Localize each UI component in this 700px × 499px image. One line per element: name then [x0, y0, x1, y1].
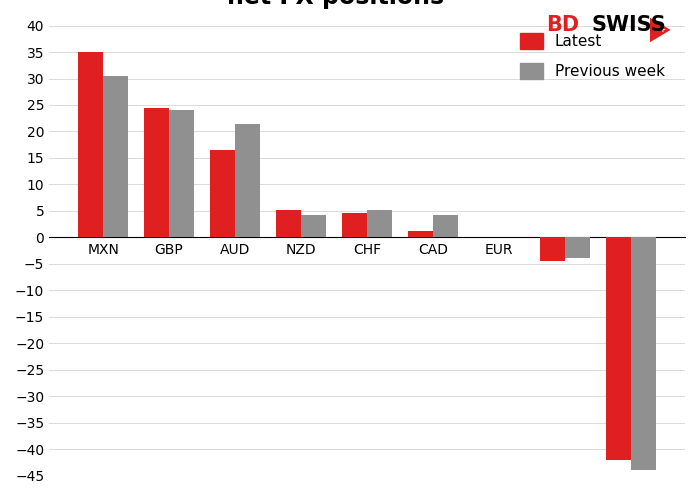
Bar	[210, 150, 235, 238]
Bar	[540, 238, 565, 261]
Bar	[169, 110, 194, 238]
Bar	[565, 238, 590, 258]
Bar	[103, 76, 128, 238]
Title: Leveraged funds
net FX positions: Leveraged funds net FX positions	[224, 0, 447, 9]
Bar	[301, 215, 326, 238]
Bar	[474, 237, 499, 238]
Bar	[235, 124, 260, 238]
Bar	[276, 210, 301, 238]
Bar	[408, 231, 433, 238]
Bar	[499, 237, 524, 238]
Bar	[78, 52, 103, 238]
Text: BD: BD	[546, 15, 579, 35]
Bar	[433, 215, 458, 238]
Text: +: +	[659, 27, 665, 33]
Bar	[606, 238, 631, 460]
Bar	[342, 214, 367, 238]
Polygon shape	[650, 17, 671, 42]
Bar	[367, 210, 392, 238]
Bar	[144, 108, 169, 238]
Text: SWISS: SWISS	[592, 15, 666, 35]
Bar	[631, 238, 656, 470]
Legend: Latest, Previous week: Latest, Previous week	[514, 27, 671, 85]
